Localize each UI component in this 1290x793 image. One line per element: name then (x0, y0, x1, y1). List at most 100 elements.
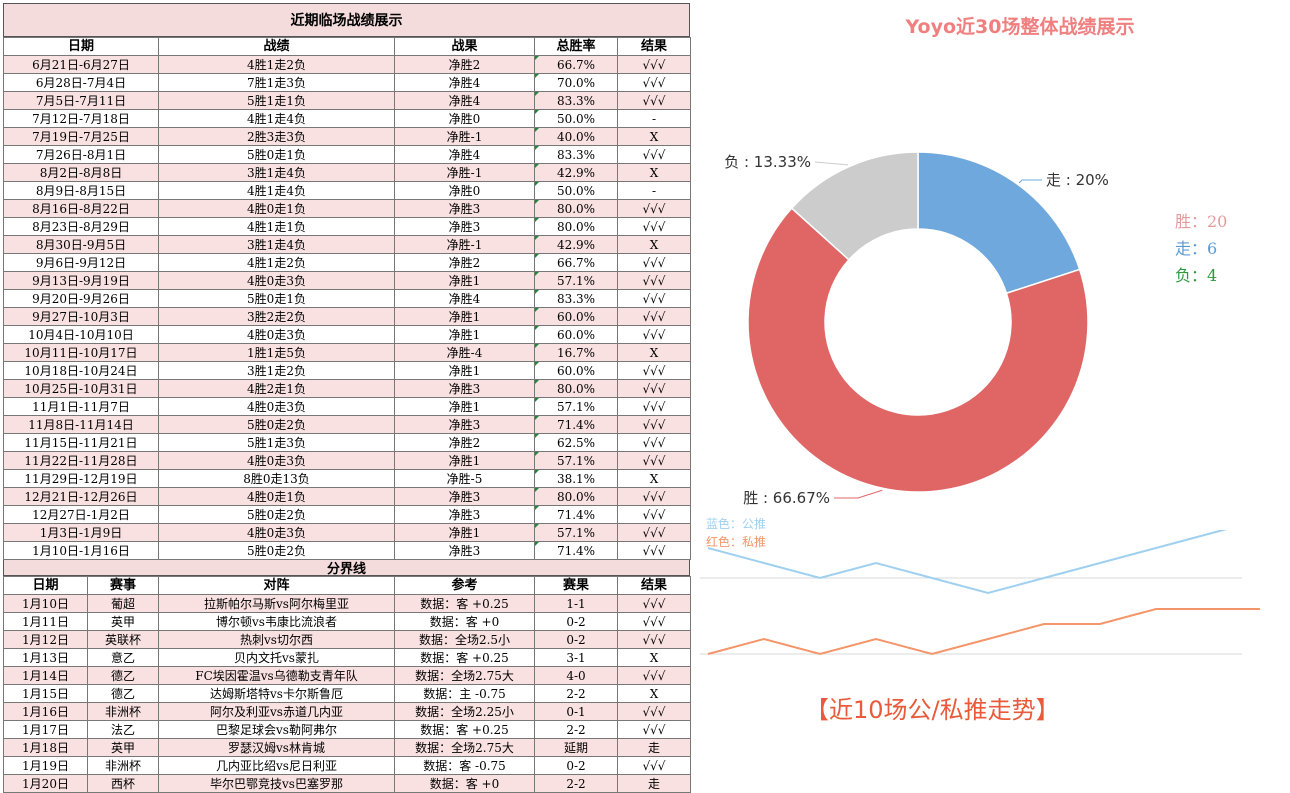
result-cell: √√√ (617, 702, 691, 721)
rate-cell: 50.0% (534, 109, 618, 128)
rate-cell: 60.0% (534, 307, 618, 326)
result-cell: √√√ (617, 487, 691, 506)
result-cell: √√√ (617, 379, 691, 398)
net-cell: 净胜1 (394, 523, 535, 542)
rate-cell: 80.0% (534, 379, 618, 398)
date-cell: 1月19日 (3, 756, 88, 775)
result-cell: √√√ (617, 594, 691, 613)
net-cell: 净胜-4 (394, 343, 535, 362)
result-cell: X (617, 648, 691, 667)
score-cell: 0-2 (534, 612, 618, 631)
net-cell: 净胜1 (394, 361, 535, 380)
result-cell: - (617, 109, 691, 128)
donut-chart-title: Yoyo近30场整体战绩展示 (905, 16, 1135, 38)
reference-cell: 数据：客 +0 (394, 774, 535, 793)
table-row: 9月13日-9月19日 4胜0走3负 净胜1 57.1% √√√ (3, 271, 691, 290)
league-cell: 德乙 (87, 666, 159, 685)
column-header: 对阵 (158, 576, 395, 595)
result-cell: √√√ (617, 271, 691, 290)
league-cell: 英甲 (87, 612, 159, 631)
net-cell: 净胜2 (394, 433, 535, 452)
divider-line: 分界线 (3, 560, 690, 577)
table-row: 7月5日-7月11日 5胜1走1负 净胜4 83.3% √√√ (3, 91, 691, 110)
fixture-cell: 罗瑟汉姆vs林肯城 (158, 738, 395, 757)
table-row: 9月6日-9月12日 4胜1走2负 净胜2 66.7% √√√ (3, 253, 691, 272)
fixture-cell: 贝内文托vs蒙扎 (158, 648, 395, 667)
result-cell: √√√ (617, 541, 691, 560)
net-cell: 净胜-1 (394, 127, 535, 146)
blue-series-line (707, 530, 1228, 595)
league-cell: 英联杯 (87, 630, 159, 649)
date-cell: 1月14日 (3, 666, 88, 685)
rate-cell: 70.0% (534, 73, 618, 92)
result-cell: √√√ (617, 73, 691, 92)
table-row: 11月22日-11月28日 4胜0走3负 净胜1 57.1% √√√ (3, 451, 691, 470)
date-cell: 9月27日-10月3日 (3, 307, 159, 326)
league-cell: 英甲 (87, 738, 159, 757)
table-row: 9月27日-10月3日 3胜2走2负 净胜1 60.0% √√√ (3, 307, 691, 326)
net-cell: 净胜2 (394, 55, 535, 74)
table-row: 6月28日-7月4日 7胜1走3负 净胜4 70.0% √√√ (3, 73, 691, 92)
line-legend-red: 红色：私推 (706, 535, 767, 549)
net-cell: 净胜0 (394, 181, 535, 200)
rate-cell: 80.0% (534, 217, 618, 236)
record-cell: 4胜1走2负 (158, 55, 395, 74)
rate-cell: 83.3% (534, 145, 618, 164)
table-row: 8月2日-8月8日 3胜1走4负 净胜-1 42.9% X (3, 163, 691, 182)
donut-leader-0 (1018, 179, 1042, 184)
result-cell: √√√ (617, 289, 691, 308)
table-row: 12月21日-12月26日 4胜0走1负 净胜3 80.0% √√√ (3, 487, 691, 506)
net-cell: 净胜4 (394, 73, 535, 92)
net-cell: 净胜4 (394, 145, 535, 164)
fixture-cell: FC埃因霍温vs乌德勒支青年队 (158, 666, 395, 685)
record-cell: 4胜0走3负 (158, 451, 395, 470)
fixture-cell: 毕尔巴鄂竞技vs巴塞罗那 (158, 774, 395, 793)
date-cell: 10月4日-10月10日 (3, 325, 159, 344)
table-row: 11月15日-11月21日 5胜1走3负 净胜2 62.5% √√√ (3, 433, 691, 452)
net-cell: 净胜-5 (394, 469, 535, 488)
fixture-cell: 巴黎足球会vs勒阿弗尔 (158, 720, 395, 739)
net-cell: 净胜3 (394, 505, 535, 524)
net-cell: 净胜-1 (394, 163, 535, 182)
net-cell: 净胜2 (394, 253, 535, 272)
date-cell: 8月23日-8月29日 (3, 217, 159, 236)
result-cell: √√√ (617, 630, 691, 649)
table-row: 1月20日 西杯 毕尔巴鄂竞技vs巴塞罗那 数据：客 +0 2-2 走 (3, 774, 691, 793)
rate-cell: 66.7% (534, 253, 618, 272)
record-cell: 1胜1走5负 (158, 343, 395, 362)
date-cell: 1月15日 (3, 684, 88, 703)
record-cell: 4胜1走1负 (158, 217, 395, 236)
date-cell: 11月1日-11月7日 (3, 397, 159, 416)
score-cell: 0-1 (534, 702, 618, 721)
reference-cell: 数据：客 +0.25 (394, 594, 535, 613)
table-row: 8月16日-8月22日 4胜0走1负 净胜3 80.0% √√√ (3, 199, 691, 218)
date-cell: 11月29日-12月19日 (3, 469, 159, 488)
reference-cell: 数据：全场2.75大 (394, 666, 535, 685)
date-cell: 10月11日-10月17日 (3, 343, 159, 362)
reference-cell: 数据：客 +0 (394, 612, 535, 631)
net-cell: 净胜-1 (394, 235, 535, 254)
table-row: 1月18日 英甲 罗瑟汉姆vs林肯城 数据：全场2.75大 延期走 (3, 738, 691, 757)
table-row: 7月12日-7月18日 4胜1走4负 净胜0 50.0% - (3, 109, 691, 128)
reference-cell: 数据：客 -0.75 (394, 756, 535, 775)
league-cell: 意乙 (87, 648, 159, 667)
reference-cell: 数据：客 +0.25 (394, 720, 535, 739)
date-cell: 10月25日-10月31日 (3, 379, 159, 398)
date-cell: 11月22日-11月28日 (3, 451, 159, 470)
donut-slice-1 (747, 207, 1089, 493)
date-cell: 1月3日-1月9日 (3, 523, 159, 542)
record-cell: 4胜0走3负 (158, 397, 395, 416)
table-row: 12月27日-1月2日 5胜0走2负 净胜3 71.4% √√√ (3, 505, 691, 524)
table-row: 1月10日-1月16日 5胜0走2负 净胜3 71.4% √√√ (3, 541, 691, 560)
table-row: 10月4日-10月10日 4胜0走3负 净胜1 60.0% √√√ (3, 325, 691, 344)
date-cell: 8月2日-8月8日 (3, 163, 159, 182)
record-cell: 5胜0走2负 (158, 541, 395, 560)
score-cell: 2-2 (534, 684, 618, 703)
record-cell: 4胜0走3负 (158, 271, 395, 290)
rate-cell: 83.3% (534, 289, 618, 308)
match-table: 日期 赛事 对阵 参考 赛果 结果 1月10日 葡超 拉斯帕尔马斯vs阿尔梅里亚 数据：客 +0… (3, 576, 691, 793)
table-row: 8月9日-8月15日 4胜1走4负 净胜0 50.0% - (3, 181, 691, 200)
result-cell: √√√ (617, 55, 691, 74)
result-cell: √√√ (617, 451, 691, 470)
table-row: 8月23日-8月29日 4胜1走1负 净胜3 80.0% √√√ (3, 217, 691, 236)
